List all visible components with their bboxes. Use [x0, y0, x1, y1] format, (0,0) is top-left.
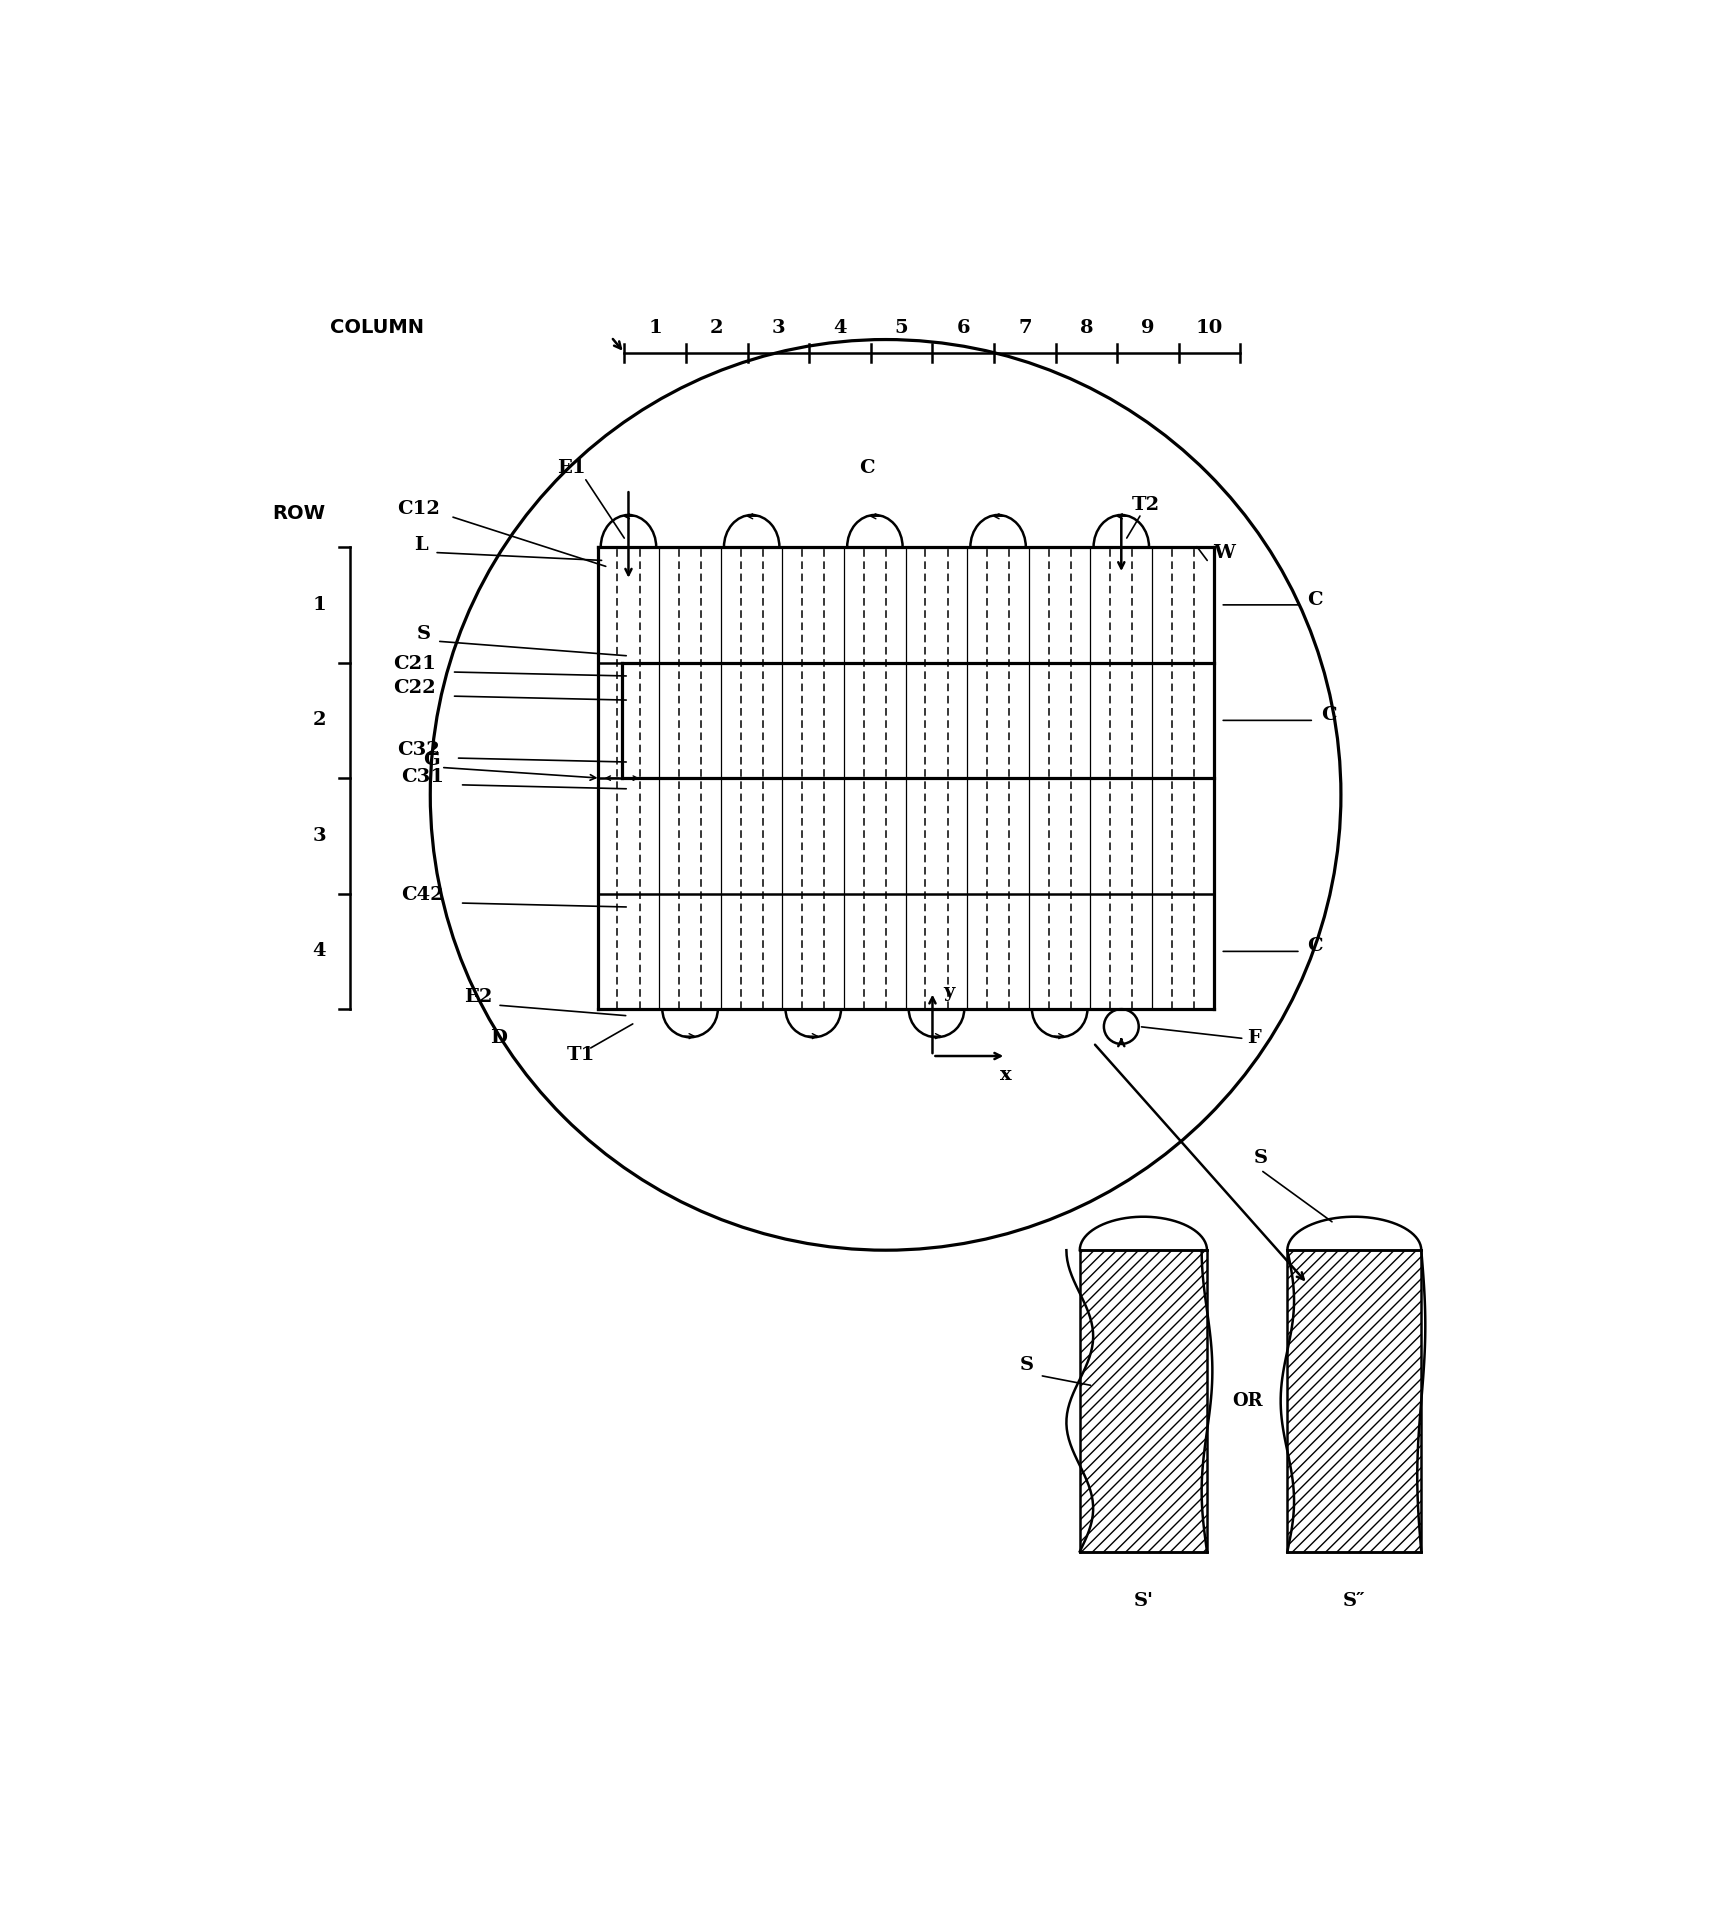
Text: y: y: [943, 983, 954, 1001]
Text: 2: 2: [710, 319, 724, 336]
Text: 5: 5: [895, 319, 909, 336]
Text: C21: C21: [392, 655, 435, 674]
Text: 10: 10: [1196, 319, 1223, 336]
Text: T2: T2: [1132, 497, 1159, 514]
Text: 3: 3: [313, 827, 327, 844]
Text: 6: 6: [957, 319, 969, 336]
Text: C: C: [1320, 707, 1336, 724]
Text: OR: OR: [1232, 1391, 1263, 1410]
Text: 2: 2: [313, 711, 327, 730]
Text: S: S: [1020, 1356, 1033, 1374]
Text: G: G: [423, 752, 441, 769]
Bar: [1287, 1250, 1422, 1551]
Text: C: C: [1308, 937, 1324, 956]
Text: C32: C32: [397, 742, 439, 759]
Text: C: C: [1308, 591, 1324, 609]
Text: T1: T1: [567, 1045, 594, 1065]
Text: L: L: [415, 535, 429, 554]
Text: 3: 3: [772, 319, 785, 336]
Text: 4: 4: [313, 943, 327, 960]
Text: W: W: [1213, 545, 1236, 562]
Text: C42: C42: [401, 887, 444, 904]
Text: ROW: ROW: [273, 504, 327, 524]
Text: C22: C22: [392, 680, 435, 697]
Text: 1: 1: [648, 319, 662, 336]
Text: 1: 1: [313, 595, 327, 614]
Bar: [1080, 1250, 1206, 1551]
Text: 7: 7: [1018, 319, 1032, 336]
Text: S″: S″: [1343, 1592, 1365, 1609]
Text: C12: C12: [397, 500, 439, 518]
Text: E2: E2: [463, 989, 492, 1007]
Text: x: x: [1001, 1066, 1013, 1084]
Text: F: F: [1248, 1028, 1261, 1047]
Text: 4: 4: [833, 319, 847, 336]
Text: C31: C31: [401, 769, 444, 786]
Text: S: S: [1253, 1150, 1268, 1167]
Text: S: S: [416, 624, 430, 643]
Text: E1: E1: [558, 460, 586, 477]
Text: 9: 9: [1140, 319, 1154, 336]
Text: D: D: [491, 1028, 508, 1047]
Text: S': S': [1134, 1592, 1153, 1609]
Text: 8: 8: [1080, 319, 1094, 336]
Text: C: C: [859, 460, 874, 477]
Text: COLUMN: COLUMN: [330, 319, 423, 336]
